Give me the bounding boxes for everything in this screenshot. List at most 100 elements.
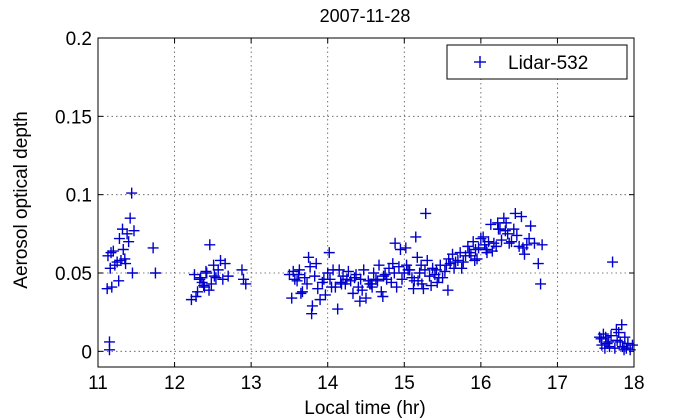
data-point [205,278,217,290]
data-point [375,286,387,298]
data-point [296,286,308,298]
data-point [190,291,202,302]
data-point [525,220,537,232]
data-point [333,264,345,276]
y-tick-label: 0.1 [66,186,92,207]
data-point [303,251,315,263]
data-point [618,344,630,356]
data-point [201,267,213,279]
data-point [104,262,116,274]
data-point [237,273,249,285]
data-point [147,242,159,254]
data-point [332,303,344,315]
data-point [208,259,220,271]
data-point [286,292,298,304]
data-point [371,275,383,287]
data-point [366,281,378,293]
data-point [291,275,303,287]
data-point [356,284,368,296]
data-point [477,231,489,243]
data-point [456,262,468,274]
data-point [355,273,367,285]
data-point [119,253,131,265]
data-point [532,258,544,270]
x-tick-label: 11 [88,373,108,394]
data-point [117,244,129,255]
data-point [306,300,318,312]
data-point [208,270,220,282]
data-point [123,236,135,248]
data-point [486,245,498,257]
x-tick-label: 13 [241,373,262,394]
data-point [360,292,372,304]
data-point [295,287,307,299]
data-point [293,264,305,276]
data-point [102,250,114,262]
data-point [607,256,619,268]
data-point [415,259,427,271]
data-point [499,225,511,237]
data-point [511,229,523,241]
data-point [485,218,497,230]
data-point [411,251,423,263]
data-point [293,269,305,281]
data-point [389,237,401,249]
data-point [126,187,138,199]
y-tick-label: 0 [81,342,92,363]
data-point [347,287,359,299]
chart-title: 2007-11-28 [320,6,411,26]
data-point [341,273,353,285]
data-point [358,264,370,276]
data-point [457,256,469,268]
data-point [188,269,200,281]
data-point [304,261,316,273]
y-tick-label: 0.15 [55,107,92,128]
data-point [605,330,617,342]
data-point [481,247,493,259]
data-point [475,233,487,245]
data-point [595,333,607,345]
data-point [519,248,531,260]
x-tick-label: 12 [164,373,185,394]
data-point [240,278,252,290]
data-point [195,272,207,284]
data-point [222,270,234,282]
data-point [492,217,504,229]
data-point [443,253,455,265]
data-point [299,272,311,284]
data-point [473,242,485,254]
data-point [306,308,318,320]
data-point [198,280,210,292]
data-point [600,331,612,343]
data-point [536,239,548,251]
legend-marker-lidar-532 [474,56,486,68]
data-point [431,276,443,288]
data-point [335,278,347,290]
data-point [417,283,429,295]
data-point [396,273,408,285]
data-point [379,269,391,281]
data-point [101,283,113,295]
data-point [301,278,313,290]
data-point [622,338,634,349]
data-point [402,264,414,276]
data-point [117,223,129,235]
x-tick-label: 15 [394,373,415,394]
tick-labels: 11 12 13 14 15 16 17 18 0 0.05 0.1 0.15 0.2 [55,29,645,394]
data-point [385,276,397,288]
data-point [616,319,628,331]
data-point [610,323,622,335]
data-point [421,254,433,266]
y-tick-label: 0.2 [66,29,92,50]
data-point [326,281,338,293]
data-point [373,259,385,271]
data-point [498,212,510,224]
legend: Lidar-532 [446,44,628,80]
data-point [368,267,380,279]
data-point [103,344,115,356]
data-point [121,228,133,240]
x-tick-label: 14 [317,373,339,394]
data-point [391,281,403,293]
data-point [200,265,212,277]
data-point [349,272,361,284]
